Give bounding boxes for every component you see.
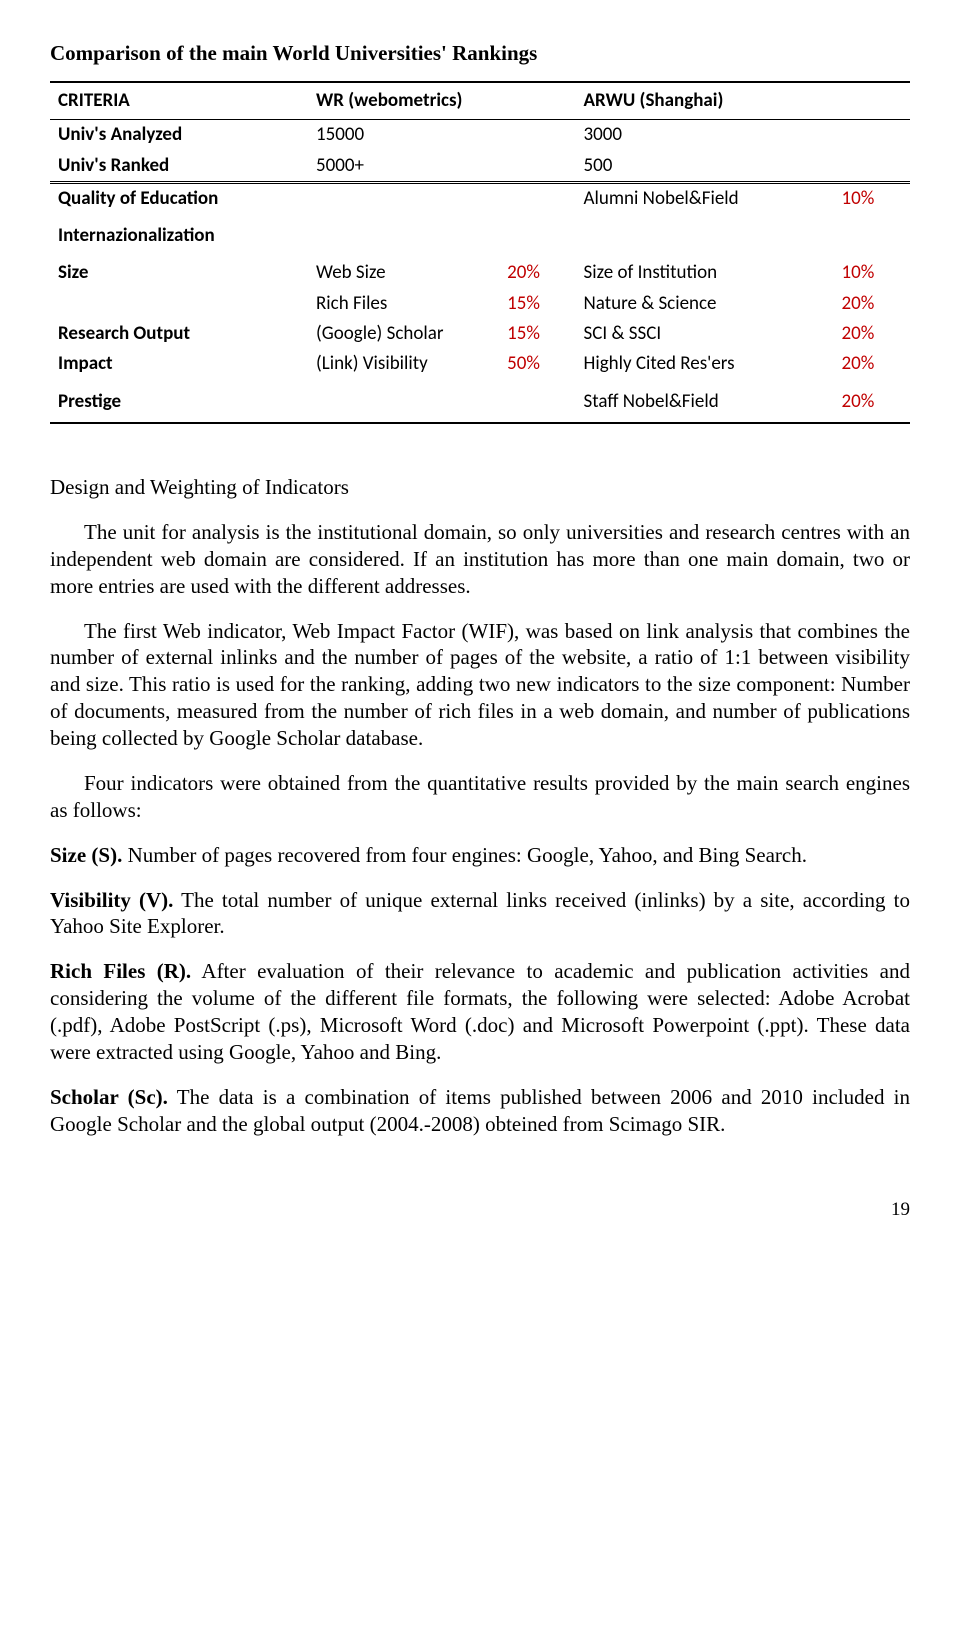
cell-wr — [308, 214, 499, 251]
cell-criteria: Research Output — [50, 319, 308, 349]
th-arwu: ARWU (Shanghai) — [576, 82, 910, 120]
label-visibility: Visibility (V). — [50, 888, 173, 912]
cell-criteria: Univ's Ranked — [50, 151, 308, 183]
text-scholar: The data is a combination of items publi… — [50, 1085, 910, 1136]
cell-arwu-pct — [834, 214, 910, 251]
cell-arwu-pct: 20% — [834, 289, 910, 319]
cell-wr — [308, 380, 499, 423]
cell-arwu: Size of Institution — [576, 251, 834, 288]
cell-criteria: Impact — [50, 349, 308, 379]
cell-arwu: SCI & SSCI — [576, 319, 834, 349]
cell-wr-pct: 20% — [499, 251, 575, 288]
table-row: Size Web Size 20% Size of Institution 10… — [50, 251, 910, 288]
cell-arwu — [576, 214, 834, 251]
paragraph-visibility: Visibility (V). The total number of uniq… — [50, 887, 910, 941]
cell-criteria: Prestige — [50, 380, 308, 423]
paragraph: The unit for analysis is the institution… — [50, 519, 910, 600]
text-visibility: The total number of unique external link… — [50, 888, 910, 939]
cell-wr-pct — [499, 182, 575, 214]
cell-arwu: Nature & Science — [576, 289, 834, 319]
cell-wr-pct: 15% — [499, 319, 575, 349]
cell-criteria — [50, 289, 308, 319]
cell-arwu: 500 — [576, 151, 910, 183]
paragraph: Four indicators were obtained from the q… — [50, 770, 910, 824]
table-row: Impact (Link) Visibility 50% Highly Cite… — [50, 349, 910, 379]
cell-arwu: Highly Cited Res'ers — [576, 349, 834, 379]
cell-criteria: Internazionalization — [50, 214, 308, 251]
cell-criteria: Quality of Education — [50, 182, 308, 214]
cell-criteria: Univ's Analyzed — [50, 120, 308, 151]
table-header-row: CRITERIA WR (webometrics) ARWU (Shanghai… — [50, 82, 910, 120]
table-row: Prestige Staff Nobel&Field 20% — [50, 380, 910, 423]
cell-arwu-pct: 20% — [834, 380, 910, 423]
label-scholar: Scholar (Sc). — [50, 1085, 168, 1109]
table-row: Quality of Education Alumni Nobel&Field … — [50, 182, 910, 214]
paragraph-richfiles: Rich Files (R). After evaluation of thei… — [50, 958, 910, 1066]
table-row: Research Output (Google) Scholar 15% SCI… — [50, 319, 910, 349]
section-heading: Design and Weighting of Indicators — [50, 474, 910, 501]
label-size: Size (S). — [50, 843, 122, 867]
label-richfiles: Rich Files (R). — [50, 959, 191, 983]
paragraph-size: Size (S). Number of pages recovered from… — [50, 842, 910, 869]
page-number: 19 — [50, 1198, 910, 1222]
paragraph: The first Web indicator, Web Impact Fact… — [50, 618, 910, 752]
table-row: Univ's Ranked 5000+ 500 — [50, 151, 910, 183]
cell-criteria: Size — [50, 251, 308, 288]
cell-arwu-pct: 20% — [834, 319, 910, 349]
cell-arwu-pct: 20% — [834, 349, 910, 379]
cell-arwu-pct: 10% — [834, 251, 910, 288]
cell-wr: Rich Files — [308, 289, 499, 319]
cell-wr — [308, 182, 499, 214]
table-row: Rich Files 15% Nature & Science 20% — [50, 289, 910, 319]
cell-arwu: Alumni Nobel&Field — [576, 182, 834, 214]
page-title: Comparison of the main World Universitie… — [50, 40, 910, 67]
th-wr: WR (webometrics) — [308, 82, 576, 120]
cell-wr-pct: 50% — [499, 349, 575, 379]
table-row: Univ's Analyzed 15000 3000 — [50, 120, 910, 151]
cell-wr-pct — [499, 380, 575, 423]
cell-wr: Web Size — [308, 251, 499, 288]
cell-wr: (Google) Scholar — [308, 319, 499, 349]
cell-wr: 5000+ — [308, 151, 576, 183]
cell-wr: 15000 — [308, 120, 576, 151]
cell-wr-pct: 15% — [499, 289, 575, 319]
cell-wr-pct — [499, 214, 575, 251]
cell-arwu: 3000 — [576, 120, 910, 151]
th-criteria: CRITERIA — [50, 82, 308, 120]
cell-arwu-pct: 10% — [834, 182, 910, 214]
comparison-table: CRITERIA WR (webometrics) ARWU (Shanghai… — [50, 81, 910, 424]
paragraph-scholar: Scholar (Sc). The data is a combination … — [50, 1084, 910, 1138]
table-row: Internazionalization — [50, 214, 910, 251]
cell-arwu: Staff Nobel&Field — [576, 380, 834, 423]
text-size: Number of pages recovered from four engi… — [122, 843, 807, 867]
cell-wr: (Link) Visibility — [308, 349, 499, 379]
